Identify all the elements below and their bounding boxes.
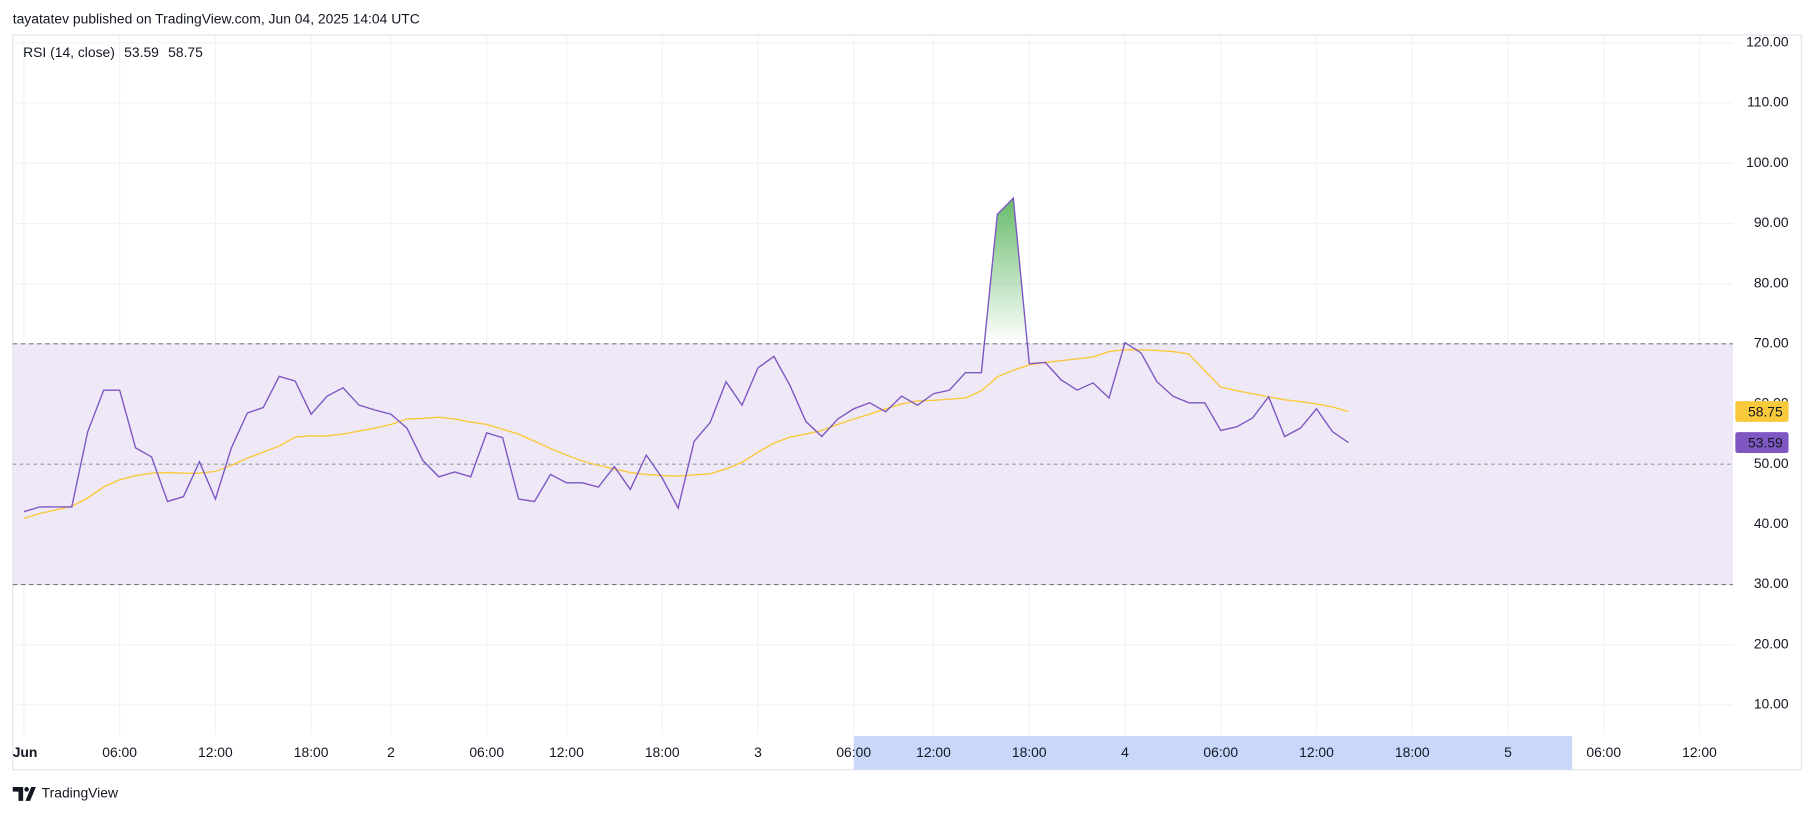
y-tick-label: 120.00 xyxy=(1746,34,1789,50)
x-tick-label: 06:00 xyxy=(836,744,871,760)
x-tick-label: 18:00 xyxy=(1395,744,1430,760)
legend-value: 53.59 xyxy=(124,44,159,60)
y-tick-label: 30.00 xyxy=(1754,575,1789,591)
legend-value: 58.75 xyxy=(168,44,203,60)
y-tick-label: 20.00 xyxy=(1754,635,1789,651)
legend: RSI (14, close) 53.59 58.75 xyxy=(23,44,203,60)
x-tick-label: 06:00 xyxy=(102,744,137,760)
x-tick-label: Jun xyxy=(13,744,38,760)
y-tick-label: 50.00 xyxy=(1754,455,1789,471)
price-badge-label: 58.75 xyxy=(1748,403,1783,419)
x-tick-label: 12:00 xyxy=(1682,744,1717,760)
x-tick-label: 12:00 xyxy=(549,744,584,760)
x-tick-label: 2 xyxy=(387,744,395,760)
price-badge xyxy=(1735,401,1789,422)
brand-text: TradingView xyxy=(42,785,119,801)
y-tick-label: 110.00 xyxy=(1747,94,1789,110)
x-tick-label: 06:00 xyxy=(469,744,504,760)
logo-dot xyxy=(24,787,29,792)
brand-logo: TradingView xyxy=(12,785,119,801)
x-tick-label: 12:00 xyxy=(916,744,951,760)
x-tick-label: 06:00 xyxy=(1586,744,1621,760)
y-tick-label: 100.00 xyxy=(1746,154,1789,170)
data xyxy=(12,196,1734,586)
y-tick-label: 10.00 xyxy=(1754,696,1789,712)
y-tick-label: 70.00 xyxy=(1754,334,1789,350)
x-tick-label: 3 xyxy=(754,744,762,760)
x-tick-label: 12:00 xyxy=(1299,744,1334,760)
price-badge xyxy=(1735,432,1789,453)
overbought-fill xyxy=(984,198,1127,344)
price-badge-label: 53.59 xyxy=(1748,434,1783,450)
x-tick-label: 18:00 xyxy=(294,744,329,760)
x-tick-label: 18:00 xyxy=(645,744,680,760)
y-tick-label: 40.00 xyxy=(1754,515,1789,531)
series-line xyxy=(23,196,1349,513)
x-tick-label: 18:00 xyxy=(1012,744,1047,760)
y-tick-label: 80.00 xyxy=(1754,274,1789,290)
y-tick-label: 90.00 xyxy=(1754,214,1789,230)
x-tick-label: 5 xyxy=(1504,744,1512,760)
logo-icon xyxy=(12,787,36,801)
header-text: tayatatev published on TradingView.com, … xyxy=(13,11,420,27)
indicator-label: RSI (14, close) xyxy=(23,44,115,60)
axes: 10.0020.0030.0040.0050.0060.0070.0080.00… xyxy=(13,34,1789,761)
x-tick-label: 06:00 xyxy=(1203,744,1238,760)
time-range-highlight xyxy=(853,736,1573,770)
x-tick-label: 4 xyxy=(1121,744,1129,760)
x-tick-label: 12:00 xyxy=(198,744,233,760)
